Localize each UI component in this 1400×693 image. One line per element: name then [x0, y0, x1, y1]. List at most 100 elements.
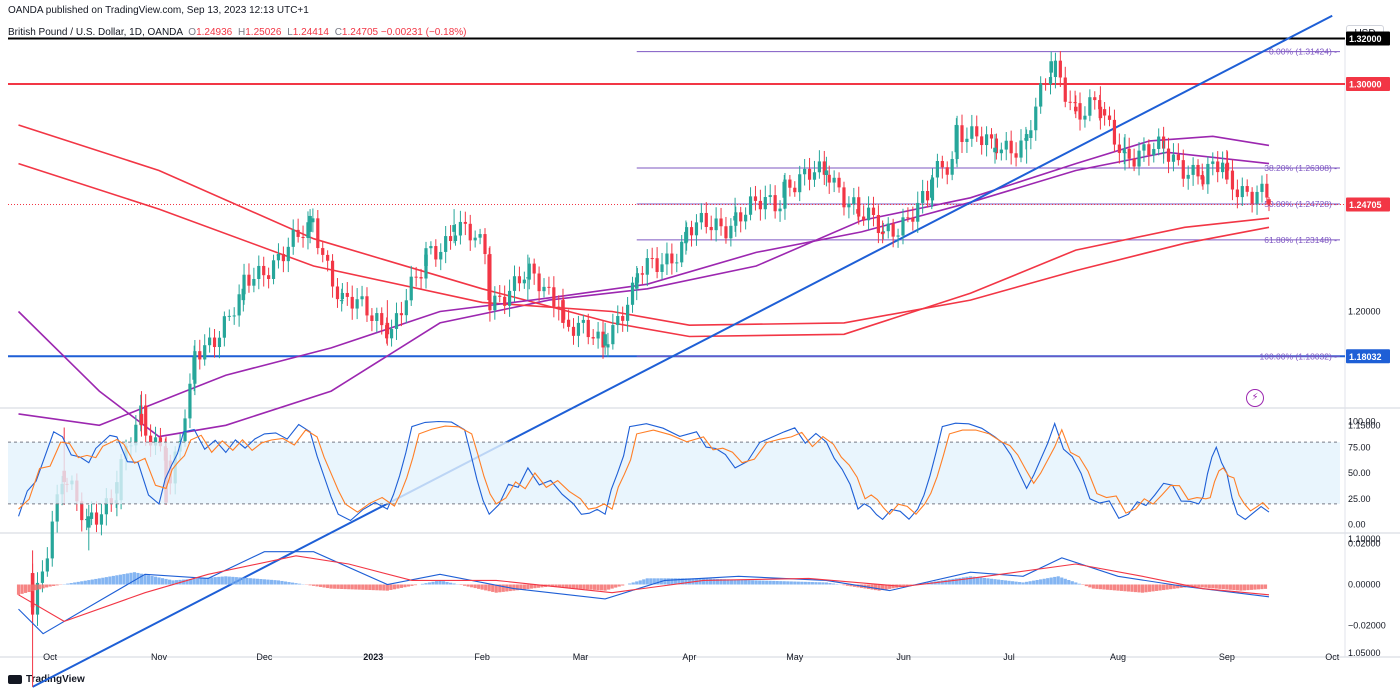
candle-up	[242, 274, 246, 295]
candle-down	[1127, 148, 1131, 159]
candle-down	[1200, 175, 1205, 180]
candle-down	[1147, 144, 1151, 156]
macd-histogram-bar	[259, 579, 263, 585]
candle-down	[758, 200, 762, 210]
macd-histogram-bar	[1140, 584, 1145, 593]
macd-tick-label: 0.00000	[1348, 580, 1381, 590]
candle-down	[945, 167, 949, 175]
macd-histogram-bar	[283, 581, 288, 585]
candle-up	[222, 316, 226, 338]
macd-histogram-bar	[287, 582, 291, 585]
candle-down	[316, 218, 320, 249]
macd-histogram-bar	[368, 584, 372, 591]
candle-up	[901, 217, 905, 236]
macd-histogram-bar	[66, 583, 70, 585]
macd-histogram-bar	[333, 584, 337, 589]
macd-histogram-bar	[132, 572, 137, 585]
macd-histogram-bar	[940, 580, 944, 585]
macd-histogram-bar	[315, 584, 319, 587]
candle-up	[999, 149, 1003, 154]
macd-histogram-bar	[34, 584, 38, 591]
macd-histogram-bar	[828, 582, 832, 585]
candle-up	[85, 518, 89, 521]
candle-up	[744, 214, 748, 222]
macd-histogram-bar	[1056, 576, 1060, 585]
macd-histogram-bar	[965, 576, 969, 585]
candle-down	[517, 276, 522, 284]
candle-down	[1196, 164, 1200, 177]
candle-up	[188, 383, 192, 419]
macd-histogram-bar	[979, 577, 983, 585]
candle-up	[606, 344, 610, 348]
macd-histogram-bar	[90, 579, 94, 585]
macd-histogram-bar	[1249, 584, 1254, 590]
candle-down	[670, 253, 674, 264]
candle-up	[1088, 97, 1092, 116]
candle-down	[640, 273, 644, 275]
macd-histogram-bar	[687, 578, 692, 585]
candle-up	[954, 124, 959, 153]
lightning-icon[interactable]: ⚡	[1246, 389, 1264, 407]
macd-histogram-bar	[635, 581, 639, 585]
candle-down	[1107, 115, 1112, 120]
macd-histogram-bar	[153, 576, 158, 585]
macd-histogram-bar	[361, 584, 365, 590]
price-tick-label: 1.15000	[1348, 420, 1381, 430]
macd-histogram-bar	[329, 584, 333, 589]
macd-histogram-bar	[1035, 579, 1039, 585]
candle-up	[660, 264, 664, 272]
macd-histogram-bar	[722, 579, 727, 585]
fib-level-label: 38.20% (1.26308) -	[1264, 163, 1337, 173]
candle-up	[424, 254, 428, 266]
macd-histogram-bar	[164, 578, 168, 585]
candle-up	[1221, 162, 1225, 173]
macd-histogram-bar	[378, 584, 382, 591]
macd-histogram-bar	[582, 584, 586, 590]
macd-histogram-bar	[881, 584, 885, 591]
time-tick-label: 2023	[363, 652, 383, 662]
stochastic-line	[18, 425, 1270, 516]
candle-down	[1098, 100, 1102, 110]
macd-histogram-bar	[649, 578, 653, 585]
macd-macd-line	[18, 551, 1270, 635]
macd-histogram-bar	[1010, 581, 1015, 585]
macd-histogram-bar	[420, 583, 425, 585]
macd-histogram-bar	[526, 584, 530, 590]
macd-histogram-bar	[1225, 584, 1229, 590]
candle-up	[522, 279, 526, 284]
candle-up	[55, 494, 59, 522]
candle-up	[935, 161, 940, 178]
macd-histogram-bar	[1088, 584, 1092, 588]
candle-down	[345, 292, 349, 297]
axis-label-132: 1.32000	[1349, 34, 1382, 44]
macd-histogram-bar	[1169, 584, 1173, 590]
candle-up	[596, 331, 600, 339]
macd-histogram-bar	[884, 584, 888, 590]
time-tick-label: Nov	[151, 652, 168, 662]
candle-up	[1083, 115, 1087, 120]
candle-up	[665, 253, 669, 265]
macd-histogram-bar	[761, 580, 765, 585]
candle-up	[507, 290, 512, 306]
candle-down	[621, 316, 625, 321]
macd-histogram-bar	[800, 581, 804, 585]
candle-up	[183, 418, 187, 442]
macd-histogram-bar	[1091, 584, 1095, 589]
macd-histogram-bar	[575, 584, 579, 589]
macd-histogram-bar	[143, 574, 147, 585]
candle-up	[993, 147, 997, 153]
candle-up	[86, 516, 91, 528]
candle-up	[847, 203, 851, 208]
candle-up	[227, 315, 231, 317]
macd-histogram-bar	[448, 582, 453, 585]
candle-up	[896, 235, 900, 237]
macd-histogram-bar	[80, 581, 84, 585]
macd-histogram-bar	[157, 577, 161, 585]
macd-histogram-bar	[189, 579, 193, 585]
macd-histogram-bar	[564, 584, 569, 588]
tradingview-logo: TradingView	[8, 674, 85, 685]
macd-histogram-bar	[1133, 584, 1138, 593]
candle-down	[940, 161, 944, 168]
candle-up	[576, 322, 581, 336]
